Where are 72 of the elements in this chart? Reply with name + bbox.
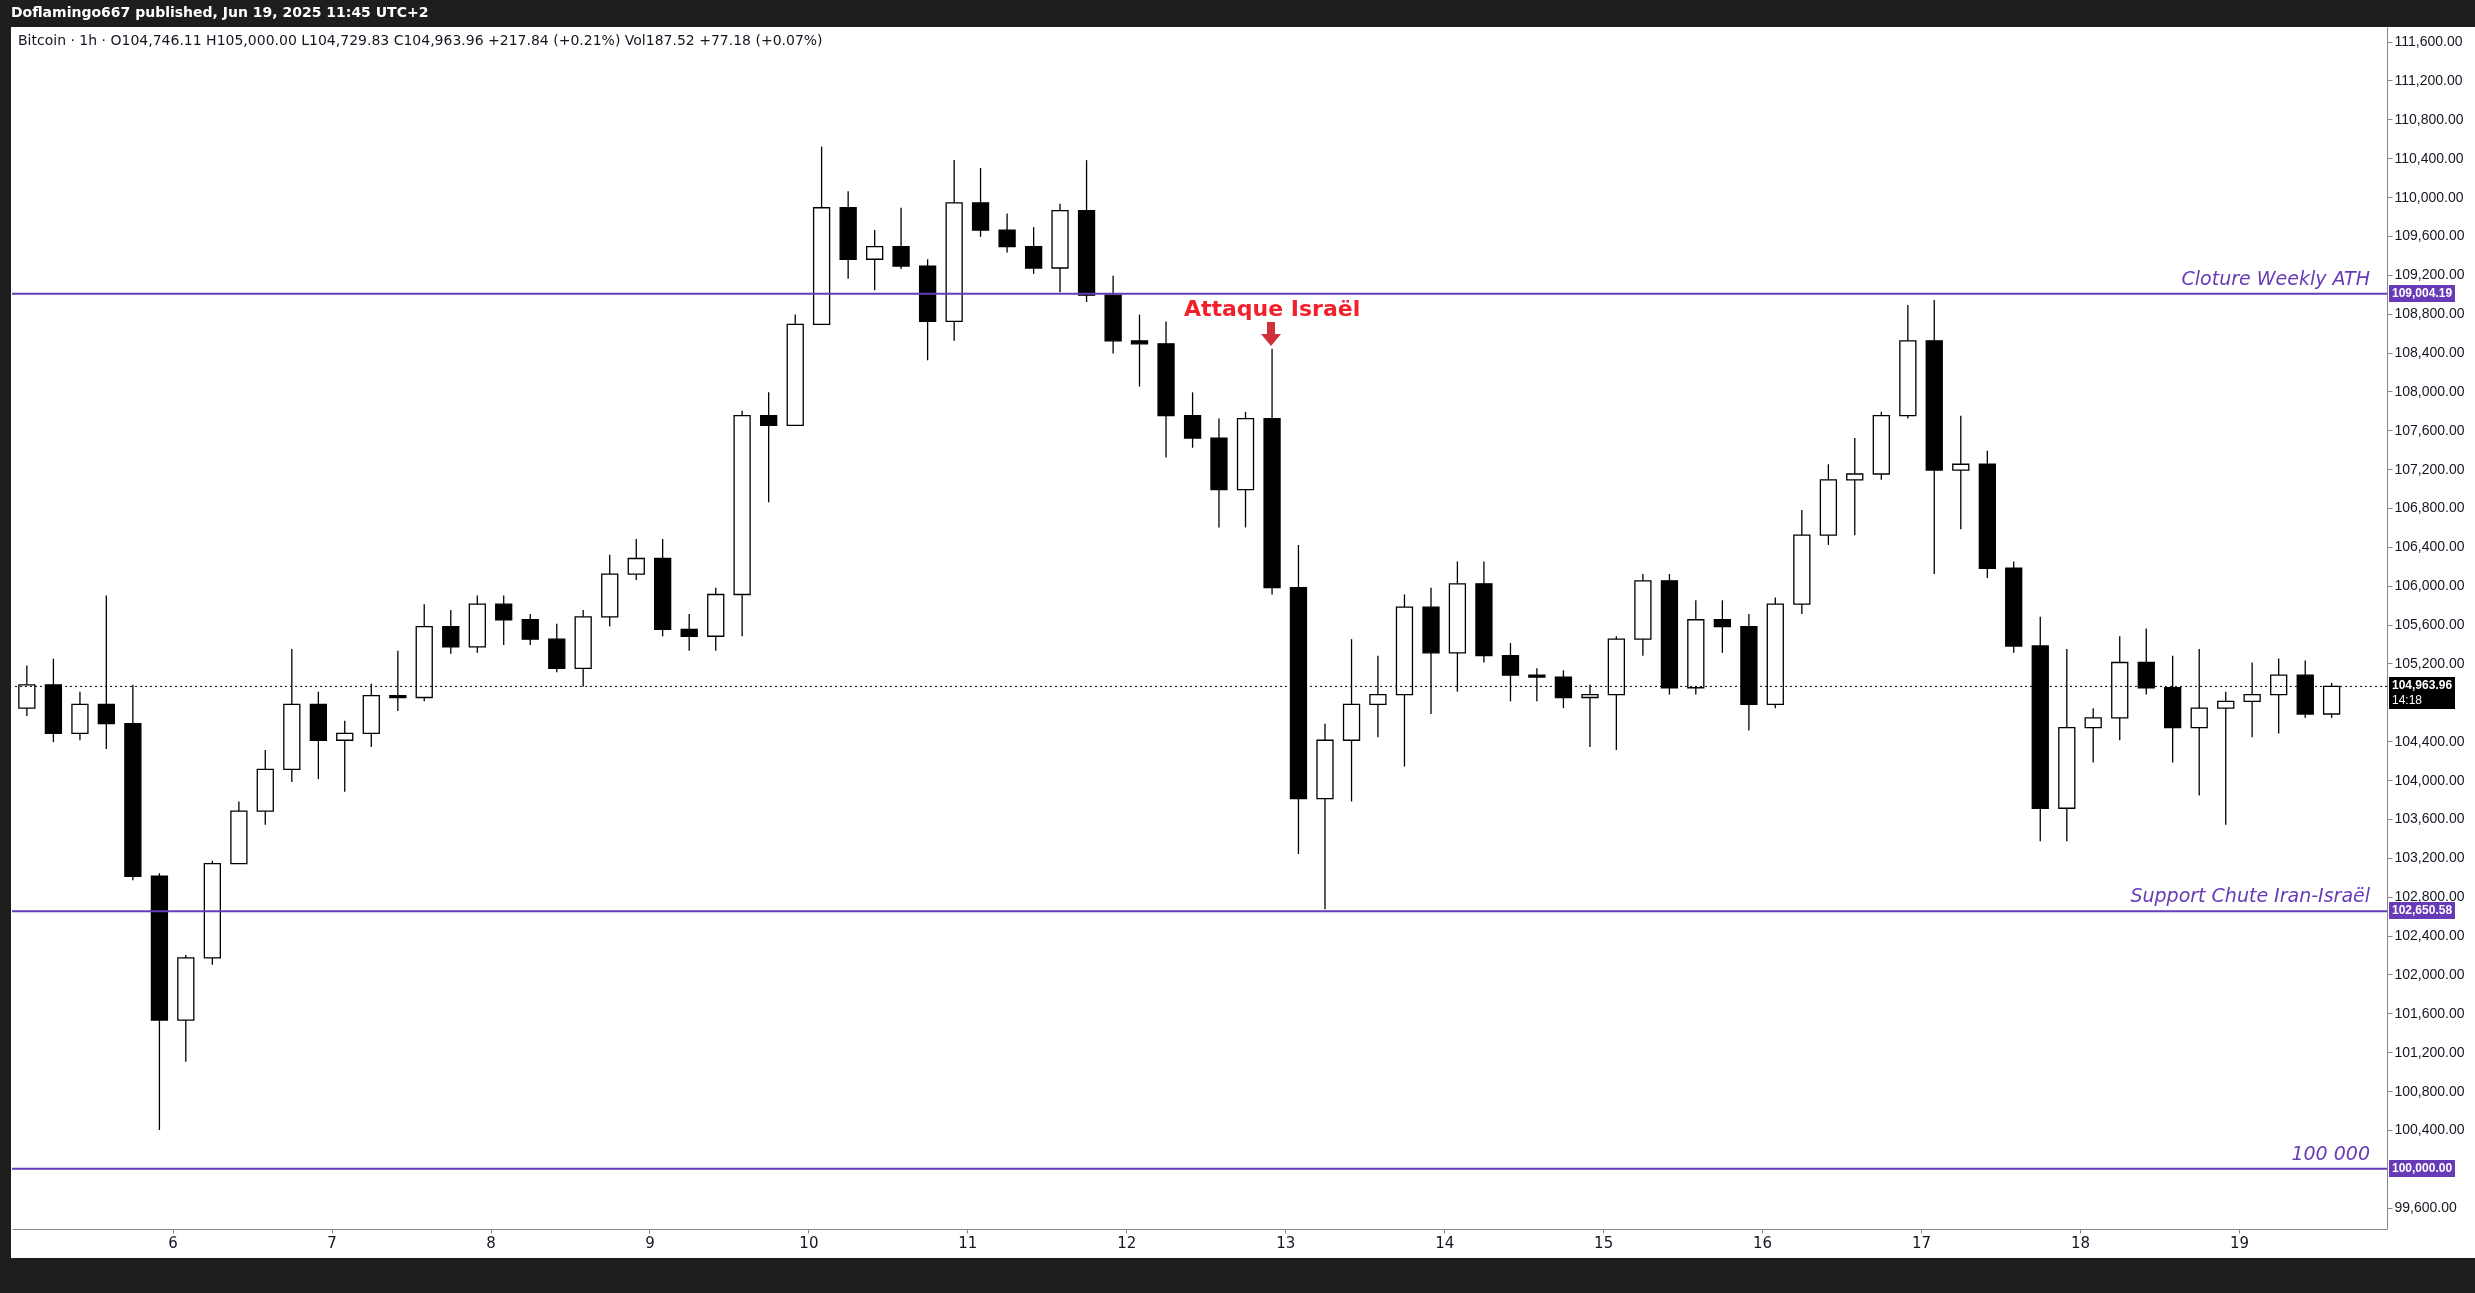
y-tick-label: 101,600.00	[2394, 1004, 2465, 1021]
candlestick	[1952, 415, 1970, 531]
candlestick	[2084, 707, 2102, 764]
y-tick-label: 109,600.00	[2394, 227, 2465, 244]
y-tick-label: 110,800.00	[2394, 110, 2464, 127]
y-tick-label: 100,400.00	[2394, 1121, 2465, 1138]
candlestick	[336, 720, 354, 793]
x-tick-label: 12	[1117, 1233, 1137, 1252]
y-tick-label: 110,000.00	[2394, 188, 2464, 205]
y-tick-label: 102,000.00	[2394, 965, 2465, 982]
x-tick-label: 19	[2229, 1233, 2249, 1252]
y-tick-label: 108,800.00	[2394, 305, 2465, 322]
x-tick-label: 15	[1594, 1233, 1614, 1252]
y-tick-label: 106,400.00	[2394, 538, 2465, 555]
y-tick-label: 102,800.00	[2394, 888, 2465, 905]
y-tick-label: 103,200.00	[2394, 849, 2465, 866]
candlestick	[627, 538, 645, 581]
candlestick	[1183, 391, 1202, 449]
candlestick	[892, 207, 910, 270]
candlestick	[521, 613, 539, 646]
candlestick	[760, 391, 778, 503]
y-tick-label: 108,000.00	[2394, 382, 2465, 399]
y-tick-label: 111,200.00	[2394, 71, 2463, 88]
ref-line-label: 100 000	[2291, 1141, 2370, 1164]
x-tick-label: 18	[2070, 1233, 2091, 1252]
y-tick-label: 107,600.00	[2394, 421, 2465, 438]
y-tick-label: 104,963.96	[2392, 678, 2453, 693]
candlestick	[495, 594, 513, 646]
x-tick-label: 7	[327, 1233, 337, 1252]
candlestick	[998, 212, 1016, 254]
y-tick-label: 102,400.00	[2394, 927, 2465, 944]
x-tick-label: 9	[645, 1233, 655, 1252]
x-tick-label: 13	[1276, 1233, 1296, 1252]
x-tick-label: 6	[168, 1233, 178, 1252]
x-tick-label: 16	[1753, 1233, 1773, 1252]
x-tick-label: 14	[1435, 1233, 1455, 1252]
candlestick	[1846, 437, 1864, 536]
x-tick-label: 10	[799, 1233, 819, 1252]
chart-title: Bitcoin · 1h · O104,746.11 H105,000.00 L104,729.83 C104,963.96 +217.84 (+0.21%) Vol187.52 +77.18 (+0.07%)	[18, 32, 823, 48]
y-tick-label: 106,800.00	[2394, 499, 2465, 516]
candlestick	[866, 229, 884, 291]
y-tick-label: 105,600.00	[2394, 616, 2465, 633]
y-tick-label: 106,000.00	[2394, 577, 2465, 594]
x-tick-label: 17	[1912, 1233, 1932, 1252]
candlestick	[1713, 599, 1732, 654]
y-tick-label: 111,600.00	[2394, 33, 2463, 50]
y-tick-label: 104,000.00	[2394, 771, 2465, 788]
candlestick	[2217, 691, 2235, 826]
candlestick	[1130, 313, 1149, 388]
y-tick-label: 105,200.00	[2394, 654, 2465, 671]
y-tick-label: 100,000.00	[2389, 1159, 2456, 1177]
y-tick-label: 99,600.00	[2394, 1199, 2457, 1216]
y-tick-label: 108,400.00	[2394, 344, 2465, 361]
x-tick-label: 11	[958, 1233, 978, 1252]
candlestick	[680, 613, 698, 652]
y-tick-label: 103,600.00	[2394, 810, 2465, 827]
candlestick	[442, 609, 460, 655]
text: Doflamingo667 published, Jun 19, 2025 11:45 UTC+2	[11, 4, 429, 20]
ref-line-label: Support Chute Iran-Israël	[2130, 884, 2371, 907]
y-tick-label: 102,650.58	[2389, 902, 2456, 920]
annotation: Attaque Israël	[1183, 295, 1361, 321]
y-tick-label: 109,200.00	[2394, 266, 2465, 283]
y-tick-label: 109,004.19	[2389, 284, 2456, 302]
ref-line-label: Cloture Weekly ATH	[2181, 266, 2370, 289]
y-tick-label: 104,400.00	[2394, 732, 2465, 749]
y-tick-label: 100,800.00	[2394, 1082, 2465, 1099]
y-tick-label: 101,200.00	[2394, 1043, 2465, 1060]
x-tick-label: 8	[486, 1233, 496, 1252]
text: 14:18	[2392, 693, 2424, 709]
y-tick-label: 110,400.00	[2394, 149, 2464, 166]
candlestick	[1024, 226, 1043, 275]
y-tick-label: 107,200.00	[2394, 460, 2465, 477]
